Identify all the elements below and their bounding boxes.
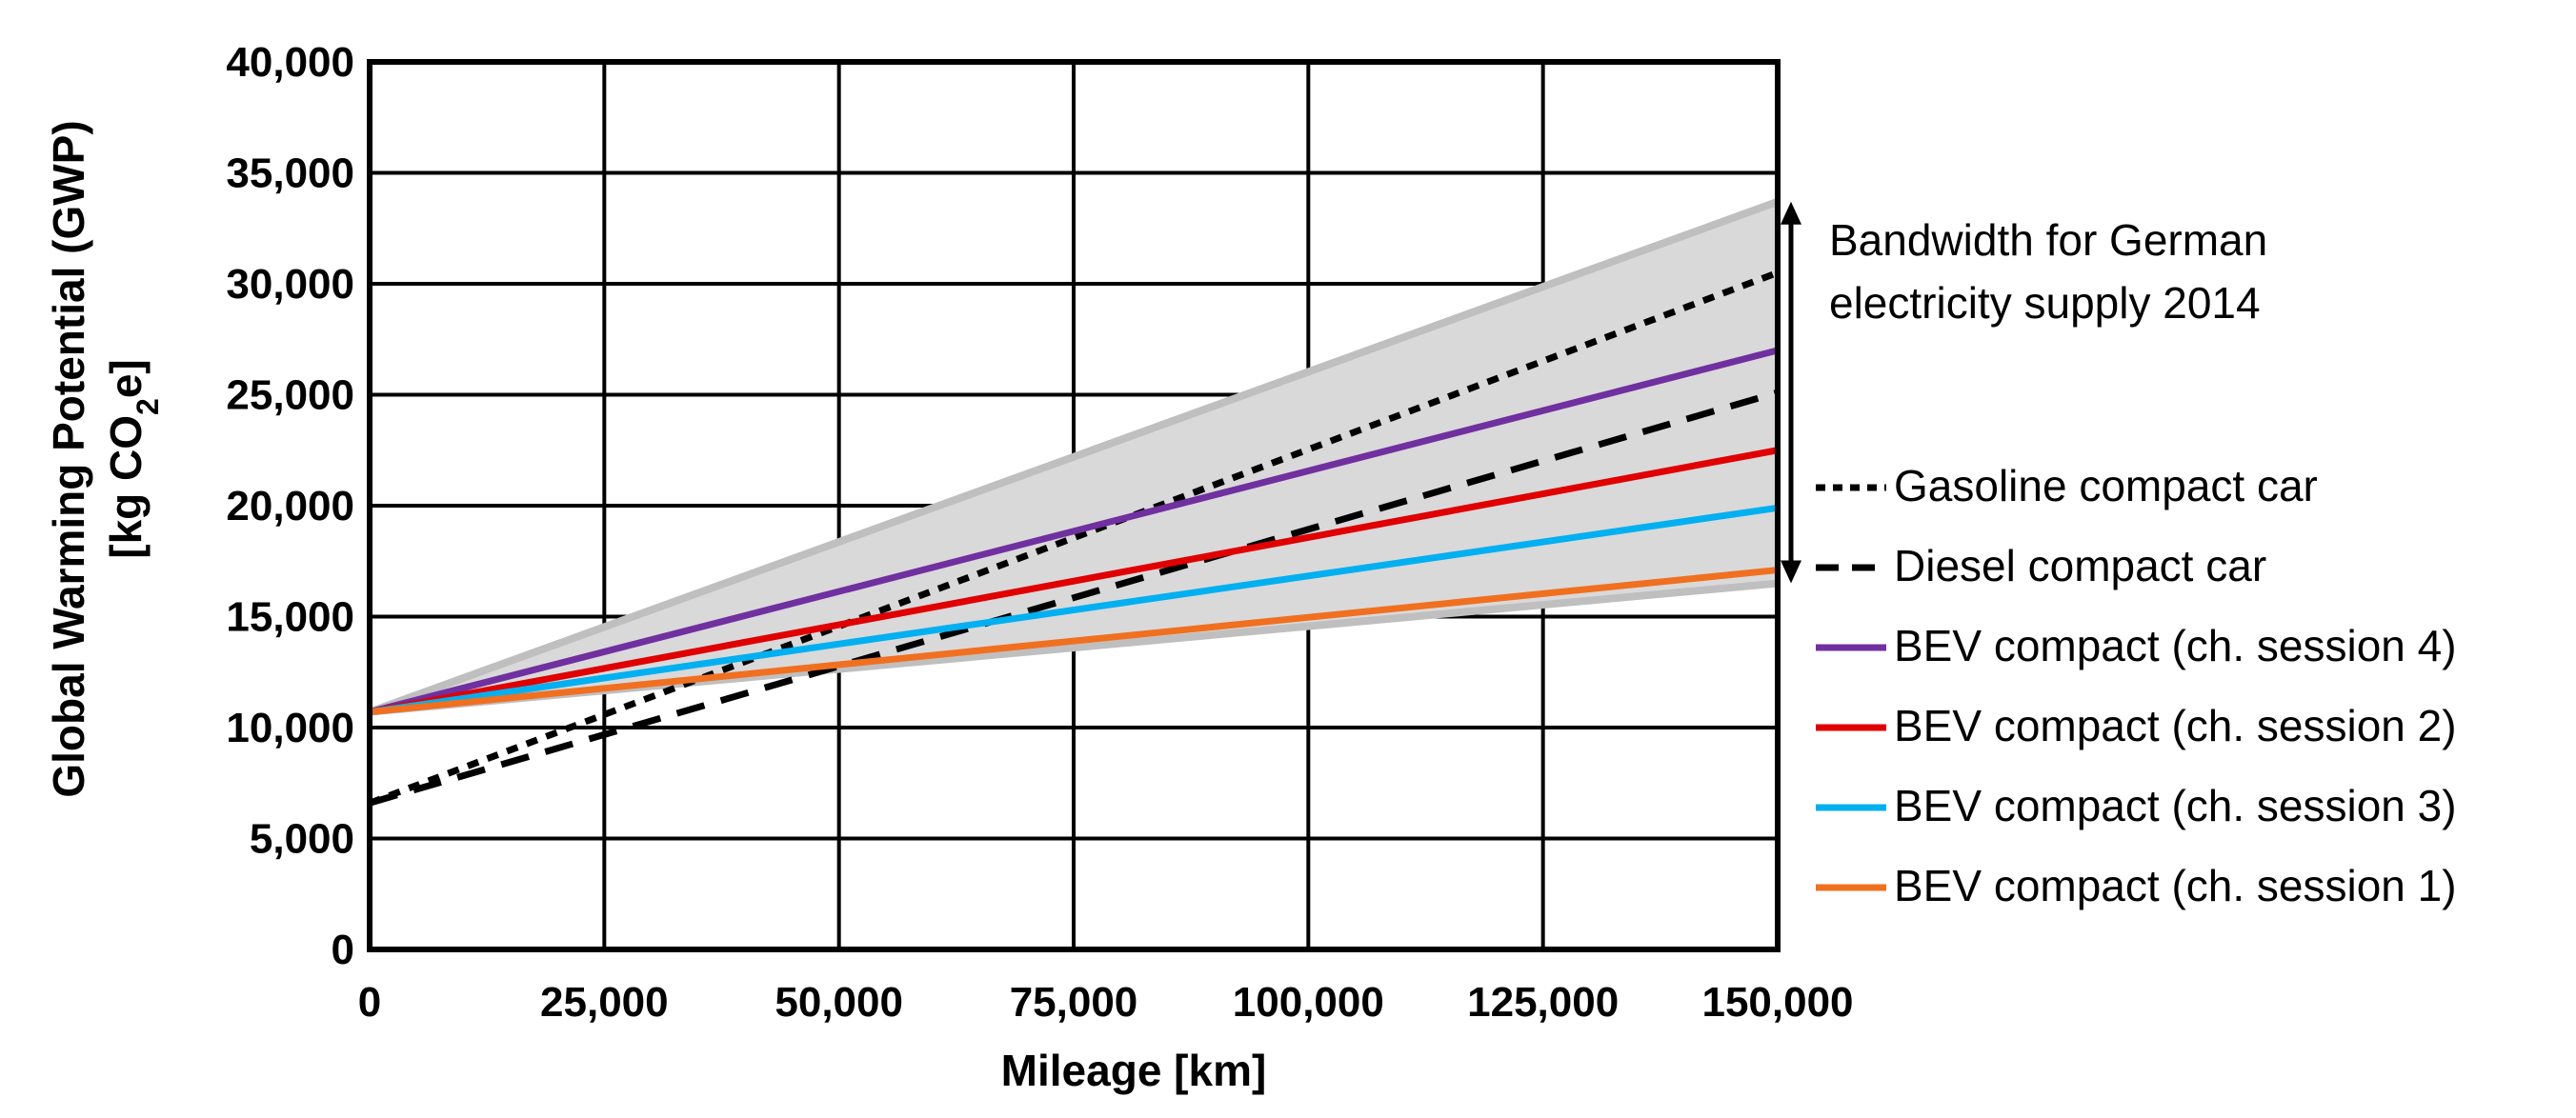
y-tick-label-2: 10,000	[226, 705, 354, 751]
plot-frame	[367, 59, 1781, 952]
series-line-4	[369, 504, 1779, 716]
legend: Gasoline compact car Diesel compact car BE…	[1816, 461, 2457, 910]
legend-label-4: BEV compact (ch. session 3)	[1894, 781, 2457, 830]
y-tick-label-5: 25,000	[226, 372, 354, 419]
y-axis-title-line-2: [kg CO2e]	[101, 359, 165, 558]
annotation-line-2: electricity supply 2014	[1829, 278, 2261, 328]
y-axis-unit-post: e]	[101, 359, 151, 398]
y-axis-unit-sub: 2	[131, 398, 165, 415]
x-tick-label-3: 75,000	[1010, 979, 1138, 1026]
y-tick-label-0: 0	[332, 927, 354, 973]
bandwidth-arrow-head-bottom	[1781, 560, 1801, 584]
y-tick-label-4: 20,000	[226, 483, 354, 529]
bandwidth-annotation: Bandwidth for German electricity supply …	[1781, 201, 2267, 584]
y-tick-label-6: 30,000	[226, 261, 354, 308]
x-tick-label-0: 0	[358, 979, 381, 1026]
x-tick-label-1: 25,000	[540, 979, 669, 1026]
x-tick-labels: 0 25,000 50,000 75,000 100,000 125,000 150,000	[358, 979, 1854, 1026]
legend-label-2: BEV compact (ch. session 4)	[1894, 621, 2457, 670]
legend-label-5: BEV compact (ch. session 1)	[1894, 861, 2457, 910]
legend-label-3: BEV compact (ch. session 2)	[1894, 701, 2457, 750]
y-axis-title: Global Warming Potential (GWP) [kg CO2e]	[44, 120, 165, 797]
y-axis-title-line-1: Global Warming Potential (GWP)	[44, 120, 93, 797]
y-tick-label-3: 15,000	[226, 594, 354, 641]
y-tick-label-1: 5,000	[250, 816, 354, 863]
series-line-1	[369, 389, 1779, 807]
series-line-3	[369, 447, 1779, 716]
bandwidth-arrow-head-top	[1781, 201, 1801, 225]
series-line-5	[369, 567, 1779, 716]
electricity-bandwidth-band	[368, 198, 1780, 716]
series-lines	[368, 270, 1780, 807]
y-axis-unit-pre: [kg CO	[101, 415, 151, 559]
plot-area-border	[367, 59, 1781, 952]
y-tick-label-7: 35,000	[226, 150, 354, 197]
x-axis-title: Mileage [km]	[1001, 1046, 1267, 1095]
x-tick-label-5: 125,000	[1467, 979, 1619, 1026]
annotation-line-1: Bandwidth for German	[1829, 215, 2267, 265]
legend-label-1: Diesel compact car	[1894, 541, 2266, 590]
x-tick-label-6: 150,000	[1701, 979, 1853, 1026]
series-line-2	[369, 347, 1779, 716]
band-upper-edge	[368, 198, 1780, 716]
legend-label-0: Gasoline compact car	[1894, 461, 2318, 510]
y-tick-labels: 0 5,000 10,000 15,000 20,000 25,000 30,000 35,0…	[226, 39, 354, 973]
x-tick-label-4: 100,000	[1233, 979, 1384, 1026]
x-tick-label-2: 50,000	[775, 979, 903, 1026]
y-tick-label-8: 40,000	[226, 39, 354, 86]
